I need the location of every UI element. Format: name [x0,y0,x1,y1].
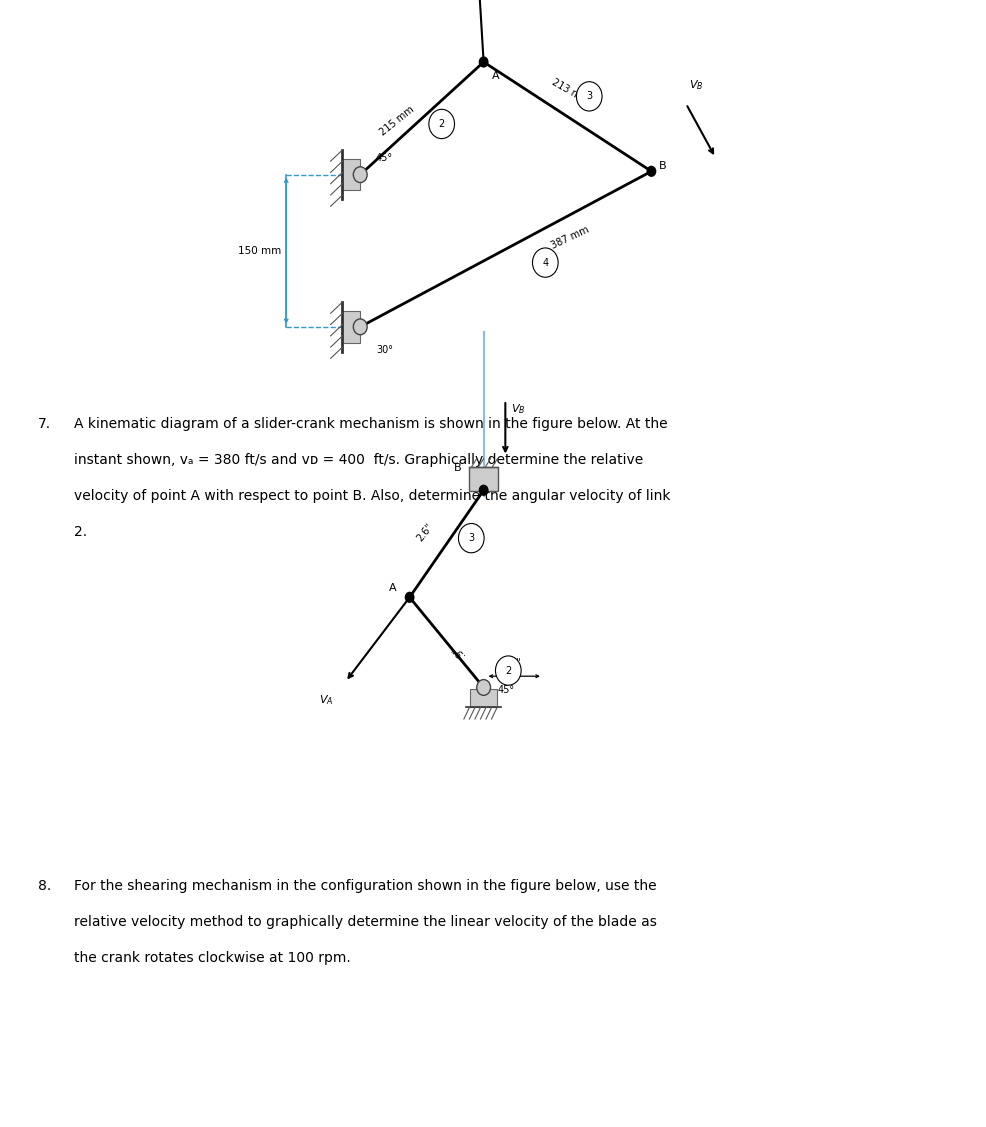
Circle shape [576,81,601,112]
Text: 45°: 45° [497,685,514,695]
Text: relative velocity method to graphically determine the linear velocity of the bla: relative velocity method to graphically … [74,915,657,929]
Text: B: B [659,161,667,170]
Text: 2: 2 [505,666,511,675]
Bar [342,311,360,343]
Text: 387 mm: 387 mm [549,224,590,251]
Circle shape [428,109,454,139]
Text: 4: 4 [541,258,548,267]
Bar [469,689,497,707]
Text: 2: 2 [438,119,445,128]
Text: 3: 3 [586,91,592,101]
Circle shape [458,523,483,552]
Text: $V_B$: $V_B$ [511,402,526,416]
Text: 8.: 8. [37,879,50,893]
Text: 213 mm: 213 mm [550,78,590,106]
Text: instant shown, vₐ = 380 ft/s and vᴅ = 400  ft/s. Graphically determine the relat: instant shown, vₐ = 380 ft/s and vᴅ = 40… [74,453,643,467]
Text: 2.: 2. [74,525,87,539]
Circle shape [478,485,488,496]
Text: .9": .9" [450,644,466,659]
Text: 150 mm: 150 mm [238,246,281,256]
Text: A: A [491,71,499,81]
Circle shape [495,656,521,685]
Text: 3: 3 [467,533,474,543]
Circle shape [476,680,490,695]
Text: A kinematic diagram of a slider-crank mechanism is shown in the figure below. At: A kinematic diagram of a slider-crank me… [74,417,667,431]
Circle shape [404,592,414,603]
Text: B: B [454,463,461,473]
Text: For the shearing mechanism in the configuration shown in the figure below, use t: For the shearing mechanism in the config… [74,879,656,893]
Text: 30°: 30° [376,345,392,355]
Text: 2.6": 2.6" [414,522,435,543]
Text: the crank rotates clockwise at 100 rpm.: the crank rotates clockwise at 100 rpm. [74,951,350,965]
Circle shape [646,166,656,177]
Text: .5": .5" [507,658,521,668]
Circle shape [353,167,367,183]
Text: velocity of point A with respect to point B. Also, determine the angular velocit: velocity of point A with respect to poin… [74,489,669,503]
Text: 215 mm: 215 mm [378,104,416,137]
Text: A: A [388,583,396,593]
Text: 7.: 7. [37,417,50,431]
Text: $V_A$: $V_A$ [318,693,332,707]
Circle shape [478,56,488,68]
Circle shape [353,319,367,335]
Circle shape [531,248,557,277]
Bar [342,159,360,190]
Text: $V_B$: $V_B$ [688,79,703,92]
Text: 45°: 45° [376,153,392,163]
Bar [468,467,498,491]
